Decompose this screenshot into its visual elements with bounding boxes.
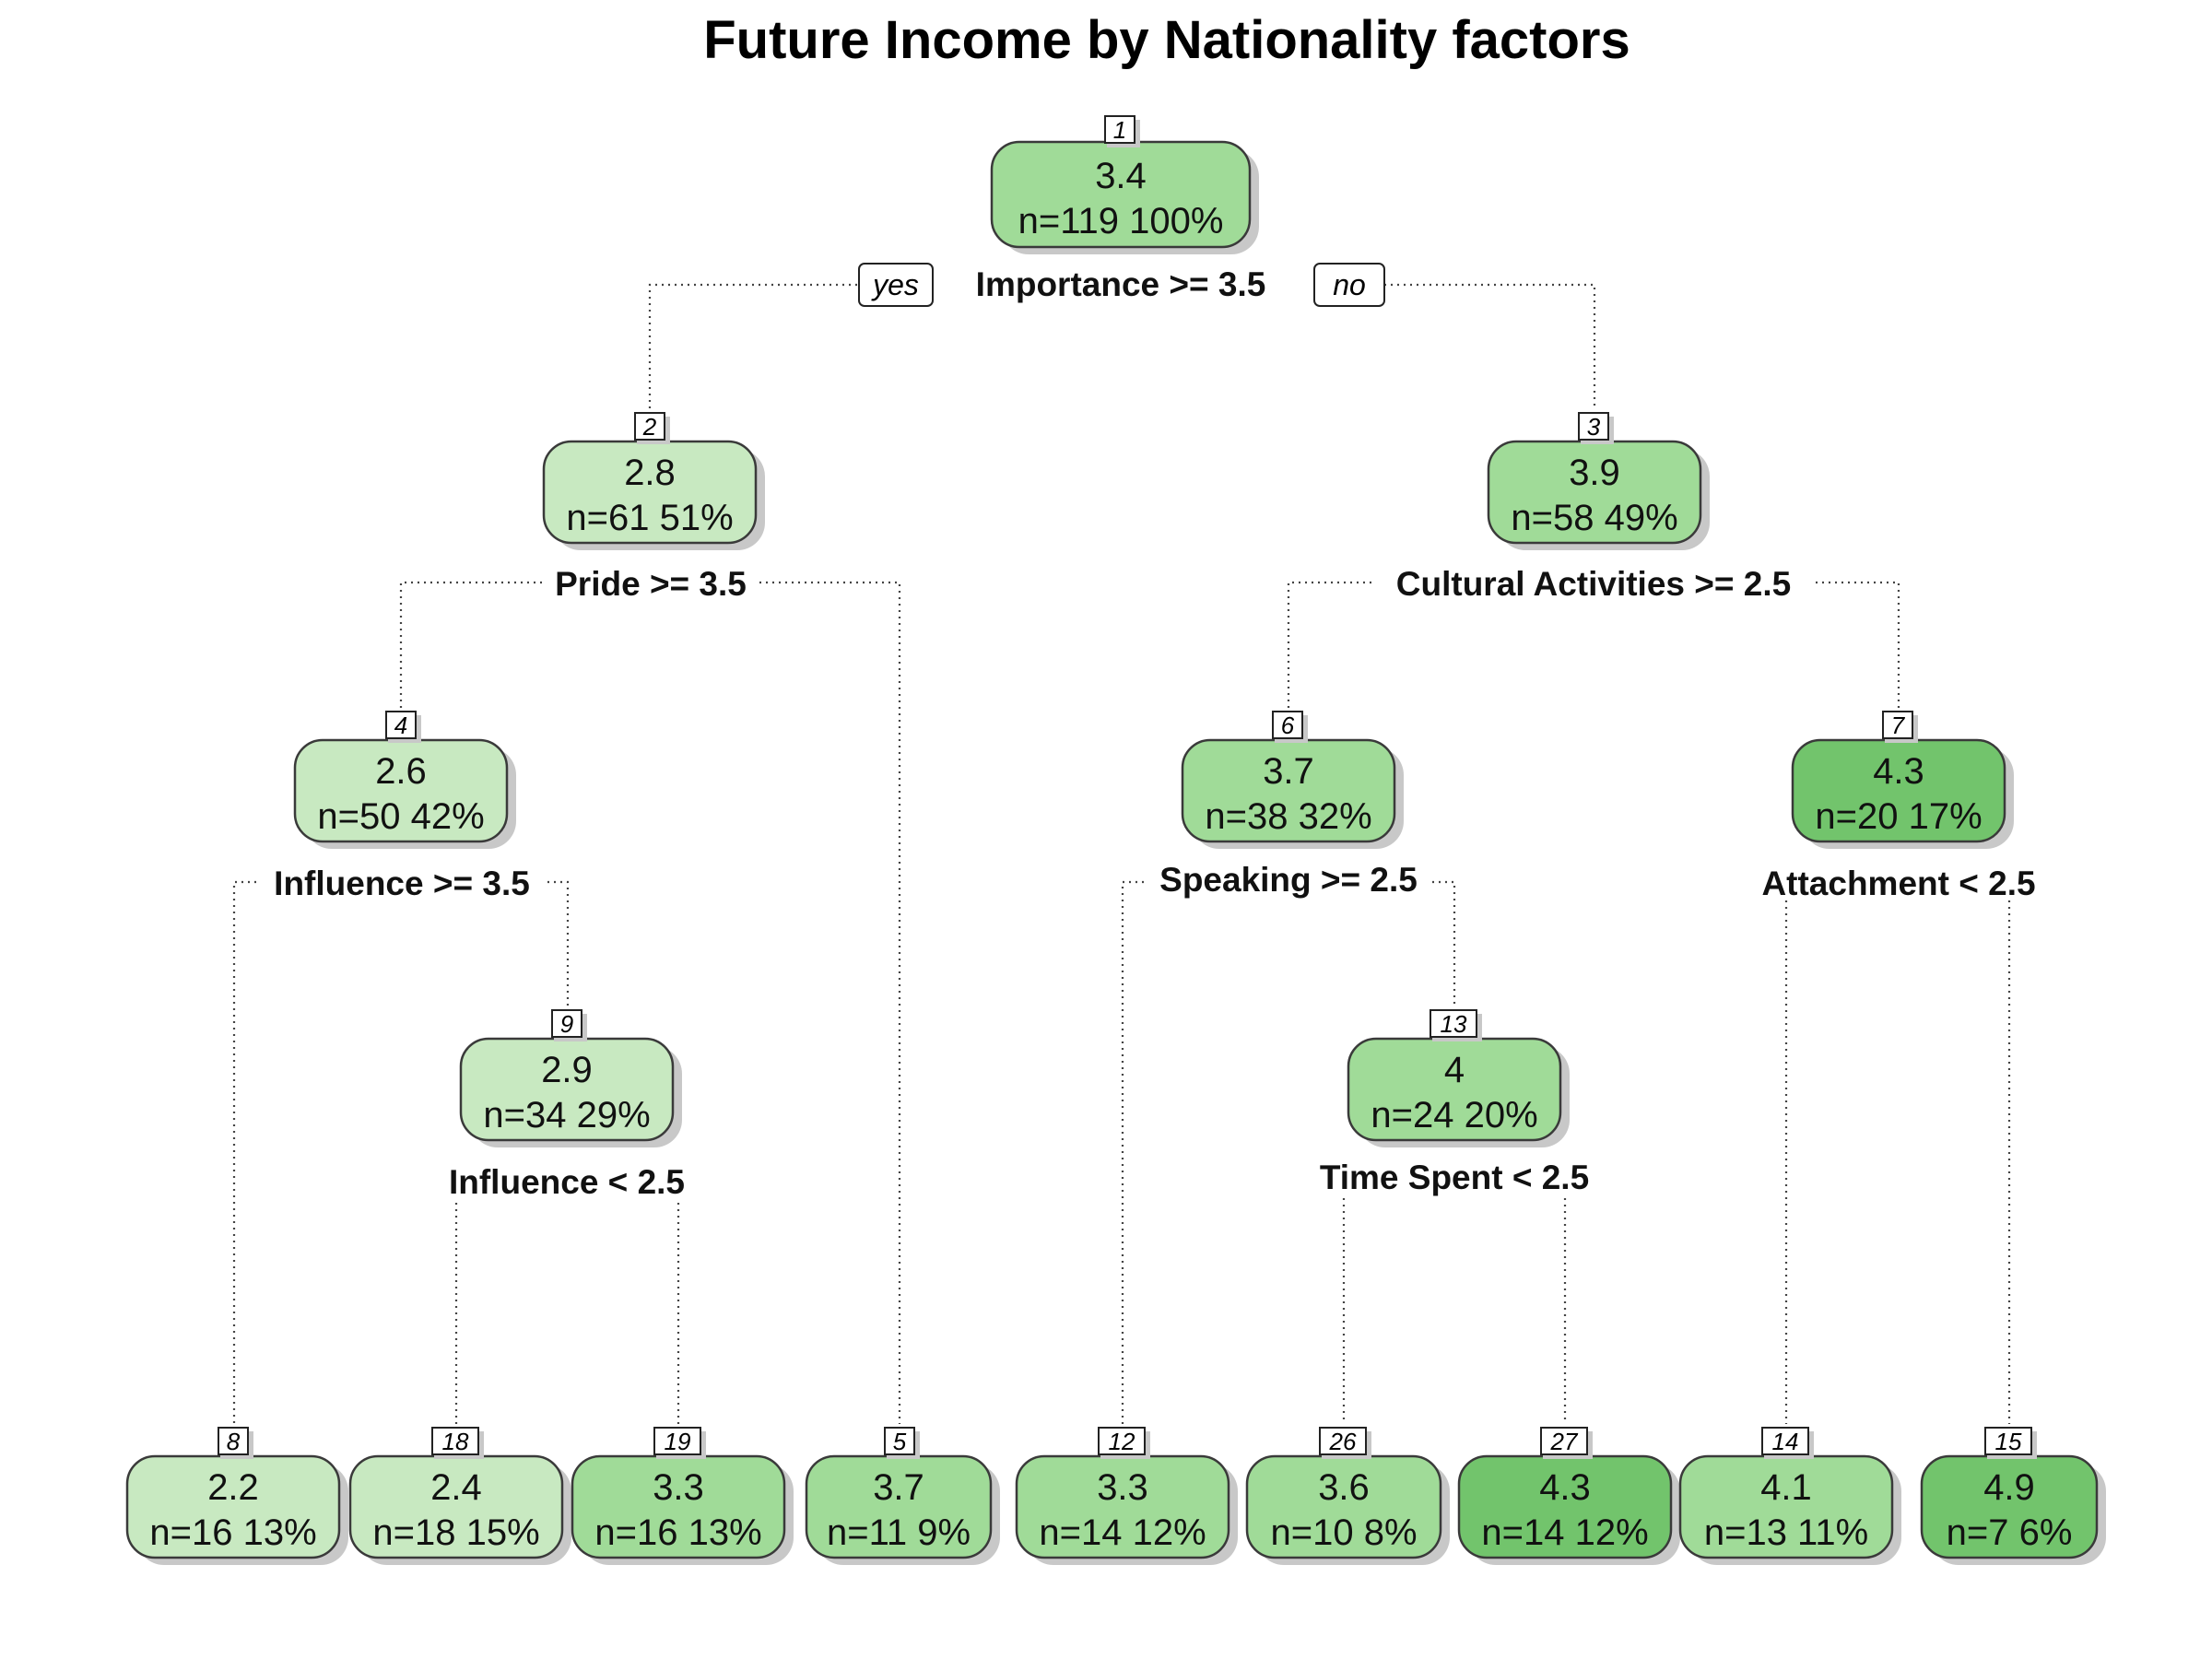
node-count: n=38 32%	[1205, 796, 1371, 837]
node-value: 3.3	[1097, 1467, 1148, 1508]
tree-node-6: 6 3.7 n=38 32%	[1181, 711, 1404, 849]
tree-leaf-19: 19 3.3 n=16 13%	[571, 1427, 794, 1565]
split-label-time-spent: Time Spent < 2.5	[1320, 1159, 1589, 1196]
edge-1-2	[648, 283, 857, 410]
node-value: 4.3	[1539, 1467, 1591, 1508]
node-id: 8	[227, 1428, 241, 1455]
node-value: 2.6	[375, 751, 427, 792]
yes-tag: yes	[858, 263, 934, 307]
node-value: 4	[1444, 1050, 1465, 1090]
node-id: 27	[1550, 1428, 1579, 1455]
no-label: no	[1333, 268, 1366, 301]
tree-leaf-14: 14 4.1 n=13 11%	[1678, 1427, 1901, 1565]
node-count: n=18 15%	[372, 1512, 539, 1553]
no-tag: no	[1313, 263, 1385, 307]
edge-4-8	[232, 880, 256, 1424]
tree-leaf-5: 5 3.7 n=11 9%	[805, 1427, 1000, 1565]
node-id: 3	[1587, 413, 1601, 441]
tree-node-4: 4 2.6 n=50 42%	[293, 711, 516, 849]
split-label-importance: Importance >= 3.5	[976, 265, 1266, 303]
node-count: n=14 12%	[1039, 1512, 1206, 1553]
node-count: n=50 42%	[317, 796, 484, 837]
node-id: 14	[1772, 1428, 1799, 1455]
node-id: 18	[442, 1428, 469, 1455]
edge-3-7	[1816, 581, 1900, 709]
node-count: n=14 12%	[1481, 1512, 1648, 1553]
tree-node-1: 1 3.4 n=119 100%	[990, 115, 1259, 254]
node-count: n=11 9%	[827, 1512, 971, 1553]
tree-leaf-15: 15 4.9 n=7 6%	[1920, 1427, 2106, 1565]
node-value: 3.7	[1263, 751, 1314, 792]
node-id: 12	[1109, 1428, 1135, 1455]
tree-edges	[232, 283, 2011, 1424]
tree-node-13: 13 4 n=24 20%	[1347, 1009, 1570, 1147]
split-label-cultural-activities: Cultural Activities >= 2.5	[1396, 565, 1791, 603]
yes-label: yes	[871, 268, 919, 301]
tree-node-3: 3 3.9 n=58 49%	[1487, 412, 1710, 550]
edge-6-13	[1432, 880, 1456, 1006]
node-id: 26	[1329, 1428, 1357, 1455]
node-id: 13	[1441, 1010, 1467, 1038]
node-id: 9	[560, 1010, 573, 1038]
node-count: n=13 11%	[1704, 1512, 1868, 1553]
tree-leaf-18: 18 2.4 n=18 15%	[348, 1427, 571, 1565]
chart-title: Future Income by Nationality factors	[703, 10, 1630, 70]
node-id: 2	[642, 413, 657, 441]
node-value: 3.7	[873, 1467, 924, 1508]
node-count: n=58 49%	[1511, 498, 1677, 538]
tree-leaf-12: 12 3.3 n=14 12%	[1015, 1427, 1238, 1565]
node-id: 6	[1281, 712, 1295, 739]
node-count: n=34 29%	[483, 1095, 650, 1135]
node-count: n=20 17%	[1815, 796, 1982, 837]
node-count: n=24 20%	[1371, 1095, 1537, 1135]
node-value: 2.2	[207, 1467, 259, 1508]
edge-2-4	[399, 581, 542, 709]
node-value: 3.9	[1569, 453, 1620, 493]
split-label-influence-low: Influence < 2.5	[449, 1163, 685, 1201]
node-value: 3.4	[1095, 156, 1147, 196]
node-count: n=16 13%	[149, 1512, 316, 1553]
node-count: n=61 51%	[566, 498, 733, 538]
node-value: 2.4	[430, 1467, 482, 1508]
node-count: n=16 13%	[594, 1512, 761, 1553]
split-label-speaking: Speaking >= 2.5	[1159, 861, 1418, 899]
node-id: 15	[1995, 1428, 2022, 1455]
node-id: 7	[1891, 712, 1906, 739]
split-label-influence-high: Influence >= 3.5	[274, 865, 530, 902]
node-count: n=10 8%	[1270, 1512, 1417, 1553]
tree-node-9: 9 2.9 n=34 29%	[459, 1009, 682, 1147]
node-count: n=7 6%	[1947, 1512, 2073, 1553]
node-value: 3.3	[653, 1467, 704, 1508]
tree-leaf-8: 8 2.2 n=16 13%	[125, 1427, 348, 1565]
split-label-pride: Pride >= 3.5	[555, 565, 747, 603]
tree-leaf-26: 26 3.6 n=10 8%	[1245, 1427, 1450, 1565]
node-id: 19	[665, 1428, 691, 1455]
edge-4-9	[547, 880, 570, 1006]
node-value: 2.9	[541, 1050, 593, 1090]
edge-1-3	[1384, 283, 1596, 410]
node-id: 4	[394, 712, 407, 739]
node-value: 4.1	[1760, 1467, 1812, 1508]
tree-leaf-27: 27 4.3 n=14 12%	[1457, 1427, 1680, 1565]
split-label-attachment: Attachment < 2.5	[1761, 865, 2035, 902]
edge-2-5	[759, 581, 901, 1424]
node-count: n=119 100%	[1018, 201, 1224, 241]
node-value: 4.9	[1983, 1467, 2035, 1508]
edge-6-12	[1121, 880, 1144, 1424]
node-value: 3.6	[1318, 1467, 1370, 1508]
node-id: 1	[1113, 116, 1126, 144]
tree-node-7: 7 4.3 n=20 17%	[1791, 711, 2014, 849]
split-labels: Importance >= 3.5 Pride >= 3.5 Cultural …	[274, 265, 2035, 1201]
node-id: 5	[893, 1428, 907, 1455]
tree-node-2: 2 2.8 n=61 51%	[542, 412, 765, 550]
node-value: 2.8	[624, 453, 676, 493]
node-value: 4.3	[1873, 751, 1924, 792]
edge-3-6	[1287, 581, 1371, 709]
